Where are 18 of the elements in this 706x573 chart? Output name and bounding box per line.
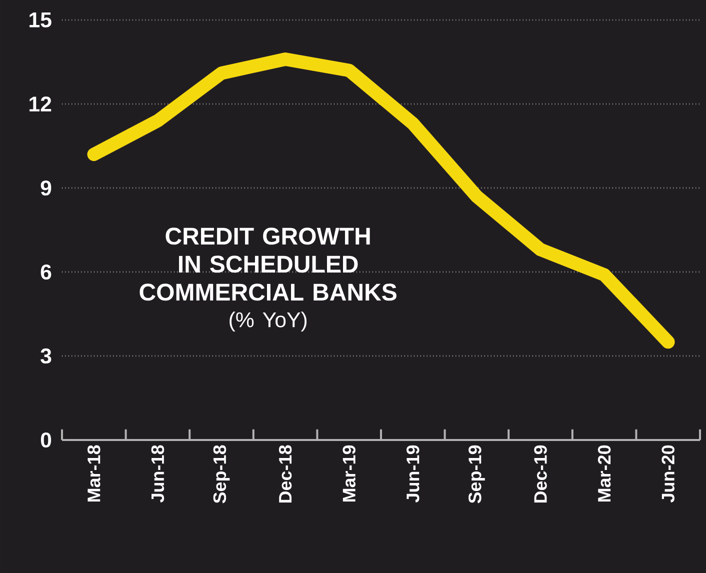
- x-tick-label: Mar-20: [598, 445, 611, 502]
- y-tick-label: 3: [40, 348, 52, 364]
- x-tick-label: Jun-19: [406, 445, 420, 502]
- y-tick-label: 6: [40, 264, 52, 280]
- x-tick-label: Sep-19: [468, 445, 485, 504]
- text: CREDIT GROWTH IN SCHEDULED COMMERCIAL BANKS: [140, 228, 396, 301]
- x-tick-label: Dec-19: [534, 445, 547, 503]
- y-tick-label: 12: [30, 96, 52, 112]
- x-tick-label: Mar-19: [342, 445, 356, 502]
- x-tick-label: Sep-18: [213, 445, 230, 504]
- x-tick-label: Jun-20: [662, 445, 674, 502]
- y-tick-label: 9: [40, 180, 52, 196]
- x-tick-label: Mar-18: [88, 445, 100, 502]
- y-tick-label: 0: [40, 432, 52, 448]
- text: (% YoY): [230, 312, 307, 332]
- x-tick-label: Dec-18: [278, 445, 292, 503]
- y-tick-label: 15: [30, 12, 52, 28]
- x-tick-label: Jun-18: [151, 445, 164, 502]
